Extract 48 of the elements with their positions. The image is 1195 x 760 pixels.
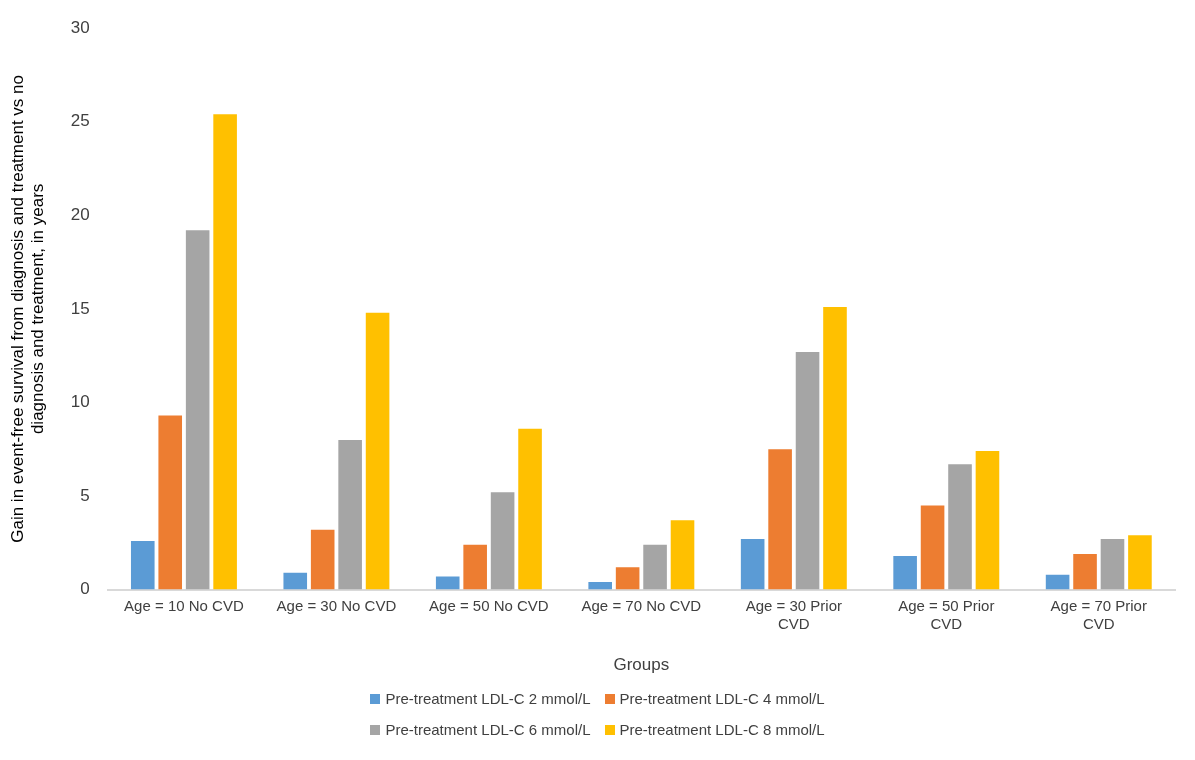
x-tick-label: Age = 30 Prior CVD (745, 596, 842, 632)
bar (130, 540, 155, 590)
y-tick-label: 10 (70, 392, 90, 412)
bar (365, 312, 390, 590)
x-tick-label: Age = 70 Prior CVD (1050, 596, 1147, 632)
x-tick-label: Age = 10 No CVD (124, 596, 244, 614)
bar (893, 555, 917, 590)
legend-label: Pre-treatment LDL-C 4 mmol/L (619, 690, 825, 707)
bar (518, 428, 542, 590)
legend-label: Pre-treatment LDL-C 6 mmol/L (385, 721, 591, 738)
bar (283, 572, 308, 590)
x-tick-label: Age = 30 No CVD (276, 596, 397, 614)
bar (615, 567, 640, 590)
x-tick-label: Age = 50 Prior CVD (898, 596, 995, 632)
bar (1128, 535, 1152, 590)
bar (823, 307, 847, 590)
legend-label: Pre-treatment LDL-C 8 mmol/L (619, 721, 825, 738)
bar (740, 539, 765, 590)
y-tick-label: 5 (80, 485, 90, 505)
x-tick-label: Age = 70 No CVD (581, 596, 702, 614)
legend-label: Pre-treatment LDL-C 2 mmol/L (385, 690, 591, 707)
y-tick-label: 25 (70, 111, 90, 131)
x-axis-title: Groups (613, 655, 670, 675)
bar (463, 544, 487, 590)
bar (158, 415, 183, 590)
y-tick-label: 15 (70, 298, 90, 318)
bar (588, 582, 612, 590)
bar (643, 544, 667, 590)
bar (975, 451, 1000, 590)
bar (670, 520, 695, 590)
y-tick-label: 30 (70, 17, 90, 37)
bar (920, 505, 945, 590)
y-tick-label: 0 (80, 579, 90, 599)
bar (768, 449, 792, 590)
bar (1045, 574, 1070, 590)
bar (490, 492, 515, 590)
bar (1073, 554, 1097, 590)
bar (310, 529, 335, 590)
bar (795, 351, 820, 590)
y-axis-title: Gain in event-free survival from diagnosis and treatment vs no diagnosis and treatment, in years (7, 75, 48, 543)
bar (338, 439, 362, 590)
bar (435, 576, 460, 590)
bar (213, 114, 237, 590)
x-tick-label: Age = 50 No CVD (429, 596, 549, 614)
y-tick-label: 20 (70, 205, 90, 225)
bar (948, 464, 972, 590)
bar (185, 230, 210, 590)
bar (1100, 539, 1125, 590)
